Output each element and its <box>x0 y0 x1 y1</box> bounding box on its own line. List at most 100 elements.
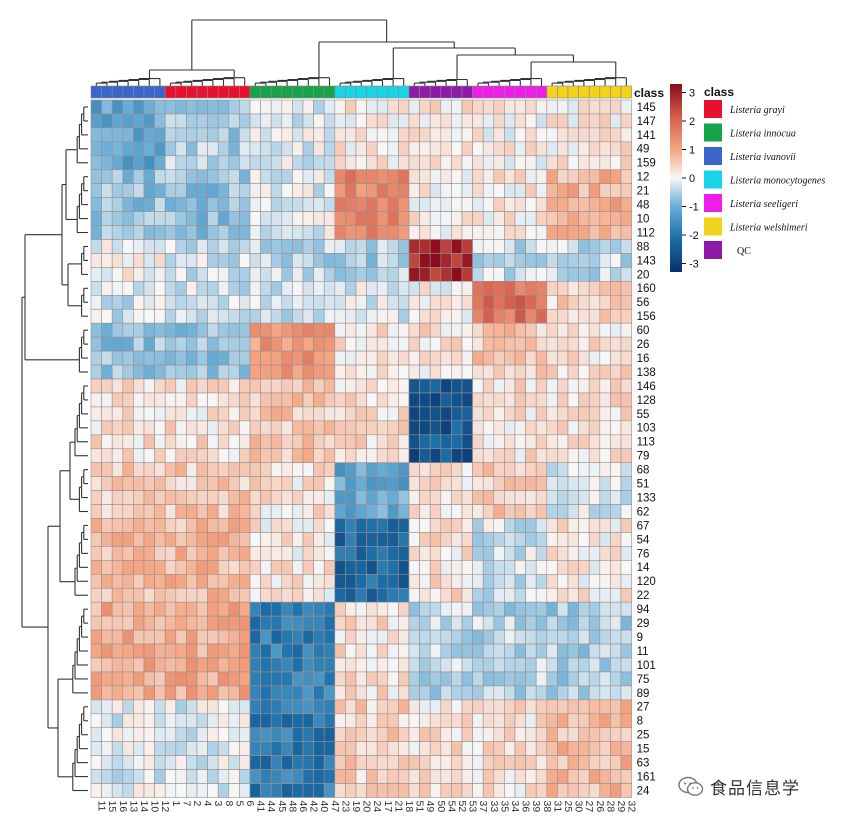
heatmap-cell <box>514 322 526 338</box>
heatmap-cell <box>472 783 484 798</box>
heatmap-cell <box>345 183 357 198</box>
heatmap-cell <box>599 99 611 115</box>
column-label: 21 <box>392 801 404 813</box>
heatmap-cell <box>239 267 251 282</box>
heatmap-cell <box>186 183 198 198</box>
heatmap-cell <box>525 99 537 115</box>
heatmap-cell <box>175 769 187 784</box>
heatmap-cell <box>281 727 293 742</box>
heatmap-cell <box>482 336 495 352</box>
heatmap-cell <box>620 420 632 436</box>
heatmap-cell <box>323 546 336 561</box>
heatmap-cell <box>154 169 166 184</box>
heatmap-cell <box>461 127 473 143</box>
heatmap-cell <box>260 713 272 729</box>
heatmap-cell <box>557 573 569 589</box>
heatmap-cell <box>588 141 601 157</box>
heatmap-cell <box>567 197 579 212</box>
heatmap-cell <box>154 434 166 450</box>
heatmap-cell <box>143 434 155 450</box>
heatmap-cell <box>207 518 219 533</box>
heatmap-cell <box>546 434 558 450</box>
heatmap-cell <box>557 350 569 366</box>
heatmap-cell <box>546 420 558 436</box>
heatmap-cell <box>249 239 261 254</box>
heatmap-cell <box>578 406 590 422</box>
class-annotation-cell <box>175 85 187 99</box>
heatmap-cell <box>281 197 293 212</box>
heatmap-cell <box>578 476 590 491</box>
row-label: 145 <box>637 102 656 114</box>
heatmap-cell <box>578 699 590 715</box>
legend-label: Listeria ivanovii <box>729 152 796 163</box>
heatmap-cell <box>133 699 145 715</box>
heatmap-cell <box>302 629 314 645</box>
heatmap-cell <box>493 448 505 463</box>
heatmap-cell <box>472 504 484 519</box>
heatmap-cell <box>387 462 399 477</box>
heatmap-cell <box>111 183 124 198</box>
heatmap-cell <box>292 253 304 268</box>
heatmap-cell <box>398 197 410 212</box>
heatmap-cell <box>440 294 452 310</box>
heatmap-cell <box>610 267 622 282</box>
heatmap-cell <box>111 322 124 338</box>
heatmap-cell <box>207 197 219 212</box>
heatmap-cell <box>133 378 145 394</box>
heatmap-cell <box>260 573 272 589</box>
heatmap-cell <box>620 546 632 561</box>
heatmap-cell <box>323 755 336 770</box>
heatmap-cell <box>482 685 495 701</box>
heatmap-cell <box>366 518 378 533</box>
heatmap-cell <box>228 713 240 729</box>
heatmap-cell <box>217 281 230 296</box>
heatmap-cell <box>546 225 558 240</box>
heatmap-cell <box>143 420 155 436</box>
legend-label: Listeria monocytogenes <box>729 176 825 187</box>
heatmap-cell <box>366 769 378 784</box>
heatmap-cell <box>620 657 632 673</box>
heatmap-cell <box>504 392 516 408</box>
heatmap-cell <box>610 420 622 436</box>
heatmap-cell <box>620 601 632 617</box>
heatmap-cell <box>419 364 431 380</box>
heatmap-cell <box>504 308 516 324</box>
heatmap-cell <box>567 560 579 575</box>
heatmap-cell <box>567 504 579 519</box>
heatmap-cell <box>345 713 357 729</box>
class-annotation-cell <box>472 85 484 99</box>
heatmap-cell <box>578 141 590 157</box>
heatmap-cell <box>429 99 442 115</box>
heatmap-cell <box>366 378 378 394</box>
heatmap-cell <box>239 211 251 226</box>
heatmap-cell <box>387 267 399 282</box>
heatmap-cell <box>260 308 272 324</box>
heatmap-cell <box>567 643 579 659</box>
heatmap-cell <box>260 225 272 240</box>
heatmap-cell <box>504 322 516 338</box>
heatmap-cell <box>387 225 399 240</box>
heatmap-cell <box>164 322 177 338</box>
heatmap-cell <box>217 560 230 575</box>
row-label: 156 <box>637 311 656 323</box>
heatmap-cell <box>429 294 442 310</box>
heatmap-cell <box>345 448 357 463</box>
heatmap-cell <box>472 211 484 226</box>
heatmap-cell <box>398 350 410 366</box>
heatmap-cell <box>567 113 579 129</box>
column-label: 48 <box>286 801 298 813</box>
heatmap-cell <box>419 713 431 729</box>
heatmap-cell <box>493 378 505 394</box>
heatmap-cell <box>196 713 208 729</box>
heatmap-cell <box>239 183 251 198</box>
heatmap-cell <box>578 350 590 366</box>
class-annotation-cell <box>133 85 145 99</box>
class-annotation-cell <box>546 85 558 99</box>
heatmap-cell <box>588 573 601 589</box>
heatmap-cell <box>419 420 431 436</box>
heatmap-cell <box>546 183 558 198</box>
heatmap-cell <box>196 336 208 352</box>
heatmap-cell <box>387 476 399 491</box>
heatmap-cell <box>111 560 124 575</box>
heatmap-cell <box>154 364 166 380</box>
